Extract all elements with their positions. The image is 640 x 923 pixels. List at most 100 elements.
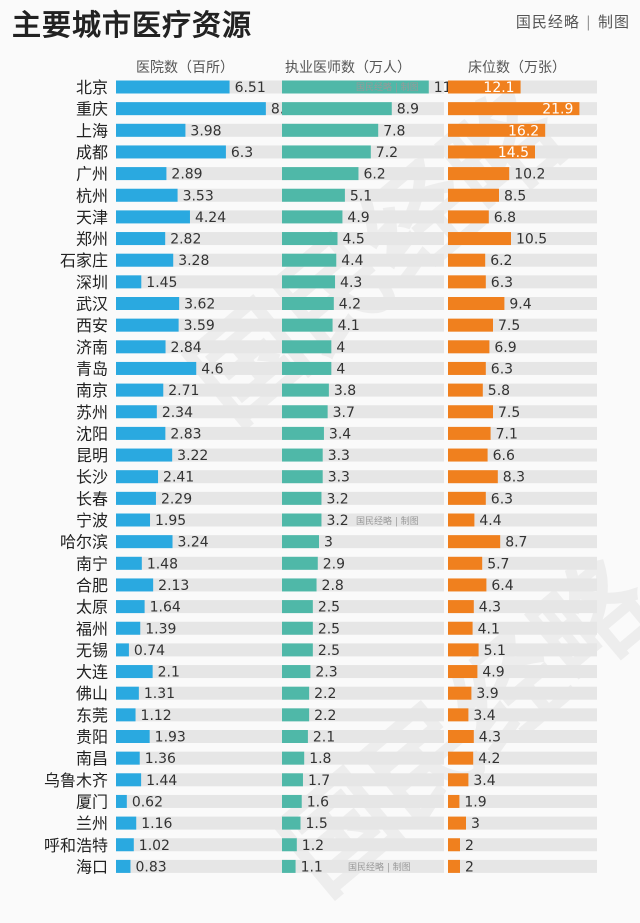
value-label: 0.62 — [132, 794, 163, 810]
city-label: 长沙 — [76, 468, 108, 487]
value-label: 8.5 — [504, 188, 526, 204]
value-label: 3.59 — [184, 318, 215, 334]
value-label: 7.5 — [498, 318, 520, 334]
value-label: 2.5 — [318, 600, 340, 616]
bar — [116, 167, 167, 181]
value-label: 7.5 — [498, 405, 520, 421]
bar — [448, 621, 473, 635]
value-label: 6.8 — [494, 210, 516, 226]
bar-track — [116, 751, 287, 765]
bar — [282, 102, 392, 116]
bar-track — [116, 643, 287, 657]
bar-track — [448, 600, 597, 614]
bar-track — [448, 794, 597, 808]
bar-track — [116, 491, 287, 505]
city-label: 青岛 — [76, 359, 108, 378]
value-label: 4 — [336, 340, 345, 356]
bar — [448, 816, 466, 830]
bar — [282, 816, 301, 830]
city-label: 沈阳 — [76, 424, 108, 443]
bar — [116, 145, 226, 159]
value-label: 4.1 — [478, 621, 500, 637]
city-label: 北京 — [76, 78, 108, 97]
value-label: 3.9 — [476, 686, 498, 702]
bar — [448, 167, 510, 181]
value-label: 6.6 — [493, 448, 515, 464]
bar — [448, 513, 475, 527]
bar — [116, 838, 134, 852]
bar — [116, 556, 142, 570]
bar-track — [116, 621, 287, 635]
bar — [448, 361, 486, 375]
brand-suffix: 制图 — [597, 13, 630, 31]
bar-track — [448, 751, 597, 765]
bar-track — [116, 816, 287, 830]
city-label: 乌鲁木齐 — [44, 771, 108, 790]
value-label: 6.2 — [363, 167, 385, 183]
value-label: 4 — [336, 361, 345, 377]
city-label: 兰州 — [76, 814, 108, 833]
bar-track — [448, 838, 597, 852]
bar — [448, 318, 493, 332]
bar — [448, 708, 469, 722]
bar — [282, 643, 313, 657]
bar-track — [282, 730, 444, 743]
bar-track — [448, 773, 597, 787]
city-label: 厦门 — [76, 792, 108, 811]
city-label: 合肥 — [76, 576, 108, 595]
value-label: 8.9 — [397, 102, 419, 118]
bar-track — [116, 665, 287, 679]
bar — [116, 751, 140, 765]
bar — [448, 123, 546, 137]
bar — [116, 708, 136, 722]
bar-track — [282, 751, 444, 765]
value-label: 2.83 — [170, 426, 201, 442]
bar — [282, 535, 319, 549]
bar — [116, 513, 151, 527]
city-label: 重庆 — [76, 100, 108, 119]
bar — [282, 361, 332, 375]
bar-track — [282, 859, 444, 873]
value-label: 10.2 — [514, 167, 545, 183]
bar — [116, 816, 137, 830]
value-label: 1.16 — [141, 816, 172, 832]
bar-track — [448, 708, 597, 722]
bar — [116, 188, 178, 202]
city-label: 南京 — [76, 381, 108, 400]
city-label: 天津 — [76, 208, 108, 227]
bar — [448, 102, 580, 116]
bar — [448, 665, 478, 679]
bar-track — [448, 383, 597, 397]
city-label: 大连 — [76, 663, 108, 682]
value-label: 2.89 — [171, 167, 202, 183]
city-label: 福州 — [76, 619, 108, 638]
value-label: 1.36 — [145, 751, 176, 767]
bar — [282, 730, 308, 743]
bar — [116, 773, 142, 787]
value-label: 2 — [465, 838, 474, 854]
bar — [448, 145, 535, 159]
bar — [282, 838, 297, 852]
bar — [282, 188, 345, 202]
bar — [282, 167, 359, 181]
value-label: 1.5 — [306, 816, 328, 832]
value-label: 3.2 — [326, 491, 348, 507]
bar-track — [116, 730, 287, 743]
city-label: 宁波 — [76, 511, 108, 530]
value-label: 4.4 — [479, 513, 501, 529]
bar — [448, 253, 486, 267]
bar — [116, 535, 173, 549]
bar-track — [448, 513, 597, 527]
bar-track — [116, 773, 287, 787]
bar — [448, 80, 521, 94]
bar-track — [448, 621, 597, 635]
bar — [282, 275, 336, 289]
bar — [448, 859, 460, 873]
bar — [282, 297, 334, 310]
bar — [448, 426, 491, 440]
value-label: 7.1 — [496, 426, 518, 442]
bar — [282, 556, 318, 570]
bar — [116, 600, 145, 614]
value-label: 3.4 — [473, 773, 495, 789]
value-label: 3 — [324, 535, 333, 551]
